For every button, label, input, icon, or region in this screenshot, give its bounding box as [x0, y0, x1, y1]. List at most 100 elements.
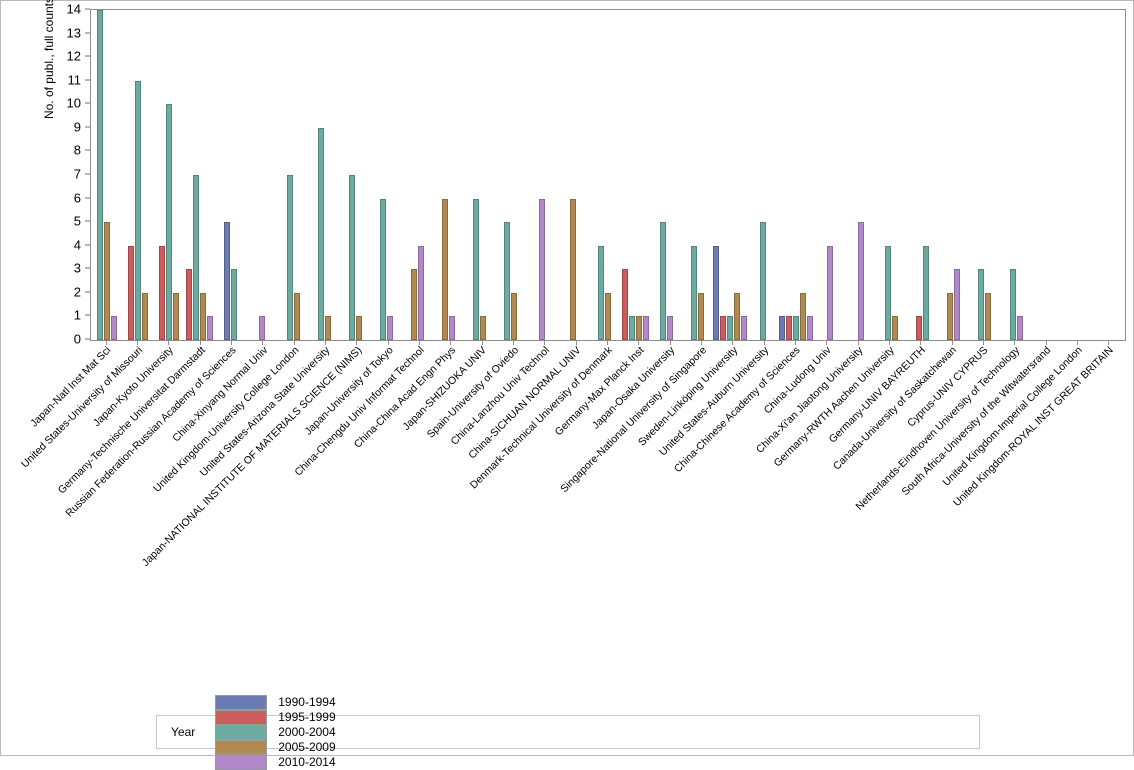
bar-group[interactable] [969, 10, 1000, 340]
bar-group[interactable] [215, 10, 246, 340]
bar[interactable] [480, 316, 487, 340]
legend-item[interactable]: 1990-1994 [215, 694, 336, 710]
bar[interactable] [103, 222, 110, 340]
bar[interactable] [141, 292, 148, 340]
bar[interactable] [857, 222, 864, 340]
bar-group[interactable] [153, 10, 184, 340]
bar-group[interactable] [340, 10, 371, 340]
bar-group[interactable] [713, 10, 748, 340]
bar[interactable] [224, 222, 231, 340]
bar-group[interactable] [433, 10, 464, 340]
bar-group[interactable] [122, 10, 153, 340]
bar[interactable] [259, 316, 266, 340]
bar[interactable] [1016, 316, 1023, 340]
bar[interactable] [348, 175, 355, 340]
bar-group[interactable] [651, 10, 682, 340]
bar-group[interactable] [495, 10, 526, 340]
bar-group[interactable] [748, 10, 779, 340]
bar[interactable] [317, 127, 324, 340]
bar[interactable] [386, 316, 393, 340]
bar[interactable] [442, 198, 449, 340]
bar[interactable] [954, 269, 961, 340]
bar[interactable] [826, 245, 833, 340]
legend-item[interactable]: 2000-2004 [215, 724, 336, 740]
bar[interactable] [172, 292, 179, 340]
bar-group[interactable] [309, 10, 340, 340]
bar[interactable] [504, 222, 511, 340]
legend-item[interactable]: 2010-2014 [215, 754, 336, 770]
bar[interactable] [1009, 269, 1016, 340]
bar[interactable] [193, 175, 200, 340]
bar[interactable] [947, 292, 954, 340]
legend-item[interactable]: 1995-1999 [215, 709, 336, 725]
bar[interactable] [713, 245, 720, 340]
bar-group[interactable] [814, 10, 845, 340]
bar-group[interactable] [876, 10, 907, 340]
bar[interactable] [410, 269, 417, 340]
bar[interactable] [324, 316, 331, 340]
bar[interactable] [200, 292, 207, 340]
bar[interactable] [892, 316, 899, 340]
bar-group[interactable] [526, 10, 557, 340]
bar[interactable] [621, 269, 628, 340]
bar[interactable] [978, 269, 985, 340]
bar[interactable] [642, 316, 649, 340]
bar[interactable] [800, 292, 807, 340]
bar[interactable] [207, 316, 214, 340]
bar-group[interactable] [779, 10, 814, 340]
bar[interactable] [165, 104, 172, 340]
bar[interactable] [628, 316, 635, 340]
bar-group[interactable] [1001, 10, 1032, 340]
bar[interactable] [786, 316, 793, 340]
bar[interactable] [690, 245, 697, 340]
bar[interactable] [916, 316, 923, 340]
bar[interactable] [511, 292, 518, 340]
bar-group[interactable] [402, 10, 433, 340]
bar[interactable] [697, 292, 704, 340]
bar[interactable] [760, 222, 767, 340]
bar[interactable] [355, 316, 362, 340]
bar-group[interactable] [589, 10, 620, 340]
bar-group[interactable] [1094, 10, 1125, 340]
bar[interactable] [538, 198, 545, 340]
bar[interactable] [127, 245, 134, 340]
bar[interactable] [793, 316, 800, 340]
bar[interactable] [293, 292, 300, 340]
bar[interactable] [985, 292, 992, 340]
bar[interactable] [741, 316, 748, 340]
bar-group[interactable] [1063, 10, 1094, 340]
bar[interactable] [231, 269, 238, 340]
bar[interactable] [158, 245, 165, 340]
bar[interactable] [134, 80, 141, 340]
bar-group[interactable] [557, 10, 588, 340]
bar-group[interactable] [1032, 10, 1063, 340]
bar[interactable] [666, 316, 673, 340]
bar[interactable] [286, 175, 293, 340]
bar-group[interactable] [907, 10, 938, 340]
bar[interactable] [885, 245, 892, 340]
bar-group[interactable] [682, 10, 713, 340]
bar-group[interactable] [91, 10, 122, 340]
legend-item[interactable]: 2005-2009 [215, 739, 336, 755]
bar[interactable] [720, 316, 727, 340]
bar[interactable] [779, 316, 786, 340]
bar[interactable] [597, 245, 604, 340]
bar[interactable] [379, 198, 386, 340]
bar-group[interactable] [278, 10, 309, 340]
bar[interactable] [417, 245, 424, 340]
bar-group[interactable] [464, 10, 495, 340]
bar-group[interactable] [620, 10, 651, 340]
bar[interactable] [727, 316, 734, 340]
bar[interactable] [186, 269, 193, 340]
bar[interactable] [807, 316, 814, 340]
bar[interactable] [473, 198, 480, 340]
bar[interactable] [569, 198, 576, 340]
bar-group[interactable] [184, 10, 215, 340]
bar[interactable] [449, 316, 456, 340]
bar-group[interactable] [371, 10, 402, 340]
bar[interactable] [734, 292, 741, 340]
bar-group[interactable] [938, 10, 969, 340]
bar[interactable] [96, 10, 103, 340]
bar[interactable] [635, 316, 642, 340]
bar-group[interactable] [845, 10, 876, 340]
